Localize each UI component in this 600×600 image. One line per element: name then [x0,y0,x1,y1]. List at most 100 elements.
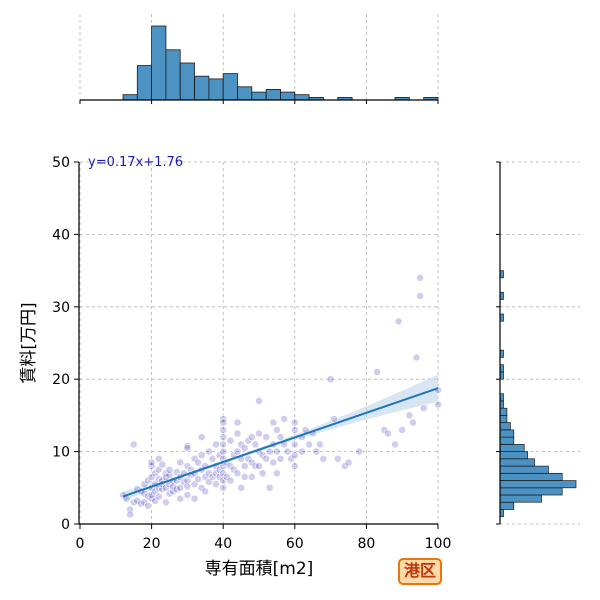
scatter-point [240,462,249,470]
scatter-point [276,454,285,463]
scatter-point [326,375,335,384]
scatter-point [226,476,235,485]
scatter-point [255,396,263,405]
scatter-point [219,433,228,441]
top-histogram-bar [122,94,138,101]
scatter-point [212,480,220,489]
scatter-point [355,447,364,456]
right-histogram-bar [499,444,525,452]
x-tick-label: 60 [286,536,304,552]
scatter-point [154,492,163,501]
scatter-point [290,418,299,427]
top-histogram-bar [222,73,238,101]
scatter-point [161,498,170,507]
scatter-point [212,440,220,449]
scatter-point [408,418,417,427]
right-histogram-bar [499,422,511,431]
top-histogram-bar [237,86,253,101]
scatter-point [219,425,228,434]
scatter-point [183,491,192,499]
scatter-point [176,494,185,503]
right-histogram-bar [499,458,535,467]
top-histogram-bar [151,25,167,101]
top-histogram-bar [136,65,153,101]
regression-line-layer [122,387,439,498]
top-histogram-bar [208,78,224,101]
main-axes: 0 20 40 60 80 100 0 10 20 30 40 50 [52,155,451,552]
scatter-point [255,462,263,470]
scatter-point [290,451,299,460]
scatter-point [319,454,328,463]
scatter-point [240,444,249,452]
right-histogram-bar [499,501,515,510]
regression-line [122,387,439,498]
x-tick-label: 100 [425,536,452,552]
scatter-point [290,440,299,449]
scatter-point [315,440,324,449]
scatter-point [247,433,256,441]
scatter-point [416,273,424,282]
scatter-point [283,447,292,456]
scatter-point [183,482,192,491]
scatter-point [262,433,271,441]
scatter-point [161,472,170,481]
top-histogram-grid [79,14,439,100]
scatter-point [405,411,414,420]
scatter-point [391,440,399,449]
scatter-point [276,433,285,441]
scatter-point [298,447,306,456]
y-axis-label: 賃料[万円] [19,302,39,383]
right-histogram [499,270,577,518]
scatter-point [419,404,428,413]
scatter-point [251,440,260,449]
scatter-point [255,429,263,438]
scatter-point [194,458,202,467]
scatter-point [144,501,152,510]
x-tick-label: 0 [76,536,85,552]
top-histogram-bar [294,94,310,101]
scatter-point [204,447,213,456]
right-histogram-bar [499,487,563,496]
right-histogram-bar [499,494,542,503]
y-tick-label: 30 [52,300,70,316]
scatter-point [126,510,135,519]
x-tick-label: 40 [214,536,232,552]
scatter-point [290,462,299,470]
right-histogram-bar [499,451,528,460]
scatter-point [290,425,299,434]
scatter-point [147,458,156,467]
top-histogram-bar [280,91,296,101]
top-histogram [122,25,439,101]
scatter-point [258,469,267,478]
scatter-point [219,440,228,449]
scatter-point [247,472,256,481]
right-histogram-bar [499,480,577,489]
right-histogram-bar [499,436,515,445]
y-tick-label: 20 [52,372,70,388]
scatter-point [183,441,192,450]
scatter-point [197,451,206,460]
scatter-point [240,472,249,481]
scatter-point [201,487,210,496]
scatter-point [434,400,442,409]
top-histogram-bar [165,49,181,101]
scatter-point [237,483,245,492]
scatter-point [269,418,278,427]
scatter-point [265,483,274,492]
top-histogram-axes [79,99,439,104]
y-tick-label: 40 [52,227,70,243]
scatter-point [129,440,138,449]
scatter-point [412,353,421,362]
y-tick-label: 0 [61,517,70,533]
top-histogram-bar [194,75,210,101]
scatter-point [416,291,424,300]
scatter-point [183,444,192,452]
right-histogram-bar [499,429,515,438]
scatter-point [165,465,174,474]
scatter-point [194,475,202,483]
scatter-point [394,317,403,326]
scatter-point [233,418,242,427]
right-histogram-bar [499,415,508,423]
scatter-point [383,429,392,438]
